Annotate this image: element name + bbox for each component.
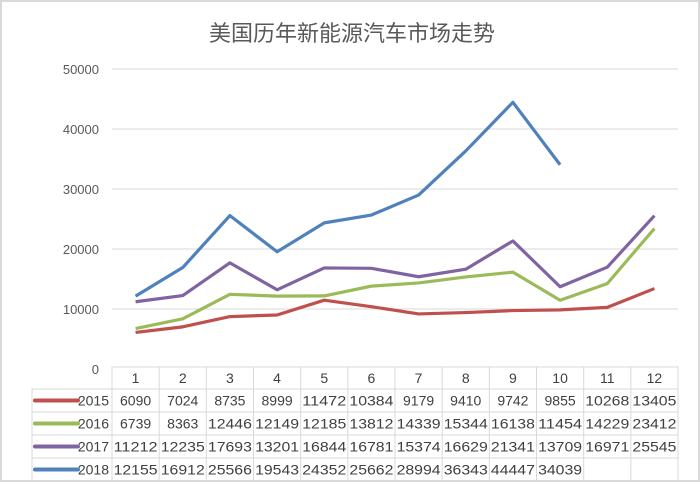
data-label: 13812 [349, 416, 393, 432]
data-label: 25545 [632, 439, 676, 455]
data-label: 9742 [497, 393, 528, 409]
y-tick-label: 50000 [63, 62, 99, 77]
data-label: 44447 [491, 462, 535, 478]
x-tick-label: 4 [273, 370, 281, 386]
data-label: 13405 [632, 393, 676, 409]
data-label: 15344 [444, 416, 488, 432]
data-label: 24352 [302, 462, 346, 478]
data-label: 16912 [161, 462, 205, 478]
data-label: 15374 [397, 439, 441, 455]
chart-title: 美国历年新能源汽车市场走势 [208, 22, 495, 47]
x-tick-label: 10 [552, 370, 568, 386]
data-label: 16138 [491, 416, 535, 432]
data-label: 36343 [444, 462, 488, 478]
x-tick-label: 3 [226, 370, 234, 386]
y-tick-label: 20000 [63, 242, 99, 257]
data-label: 12155 [114, 462, 158, 478]
y-tick-label: 10000 [63, 302, 99, 317]
data-label: 7024 [167, 393, 198, 409]
series-line-2015 [135, 287, 656, 335]
y-tick-label: 40000 [63, 122, 99, 137]
data-label: 14339 [397, 416, 441, 432]
series-line-2018 [134, 100, 562, 298]
data-label: 11454 [538, 416, 582, 432]
data-label: 16629 [444, 439, 488, 455]
data-label: 8363 [167, 416, 198, 432]
data-label: 10268 [585, 393, 629, 409]
x-tick-label: 8 [462, 370, 470, 386]
data-label: 11472 [302, 393, 346, 409]
data-label: 9179 [403, 393, 434, 409]
data-label: 9855 [545, 393, 576, 409]
data-label: 12446 [208, 416, 252, 432]
data-label: 25662 [349, 462, 393, 478]
x-tick-label: 6 [368, 370, 376, 386]
data-label: 13709 [538, 439, 582, 455]
data-label: 13201 [255, 439, 299, 455]
legend-label: 2015 [78, 393, 109, 409]
data-label: 16844 [302, 439, 346, 455]
x-tick-label: 11 [600, 370, 615, 386]
data-label: 9410 [450, 393, 481, 409]
x-tick-label: 7 [415, 370, 423, 386]
y-tick-label: 30000 [63, 182, 99, 197]
x-tick-label: 5 [320, 370, 328, 386]
data-label: 34039 [538, 462, 582, 478]
data-label: 8735 [214, 393, 245, 409]
data-label: 11212 [114, 439, 158, 455]
data-label: 10384 [349, 393, 393, 409]
x-tick-label: 9 [509, 370, 517, 386]
legend-label: 2017 [78, 439, 109, 455]
data-label: 8999 [262, 393, 293, 409]
y-tick-label: 0 [92, 362, 99, 377]
data-label: 6090 [120, 393, 151, 409]
data-label: 12235 [161, 439, 205, 455]
data-label: 12149 [255, 416, 299, 432]
data-label: 21341 [491, 439, 535, 455]
data-label: 12185 [302, 416, 346, 432]
data-label: 6739 [120, 416, 151, 432]
data-label: 25566 [208, 462, 252, 478]
legend-label: 2016 [78, 416, 109, 432]
data-label: 19543 [255, 462, 299, 478]
x-tick-label: 2 [179, 370, 187, 386]
data-label: 17693 [208, 439, 252, 455]
series-line-2017 [135, 214, 656, 304]
data-label: 14229 [585, 416, 629, 432]
x-tick-label: 1 [132, 370, 140, 386]
data-label: 16781 [349, 439, 393, 455]
series-line-2016 [135, 227, 656, 331]
legend-label: 2018 [78, 462, 109, 478]
data-label: 16971 [585, 439, 629, 455]
data-label: 28994 [397, 462, 441, 478]
x-tick-label: 12 [647, 370, 663, 386]
data-label: 23412 [632, 416, 676, 432]
